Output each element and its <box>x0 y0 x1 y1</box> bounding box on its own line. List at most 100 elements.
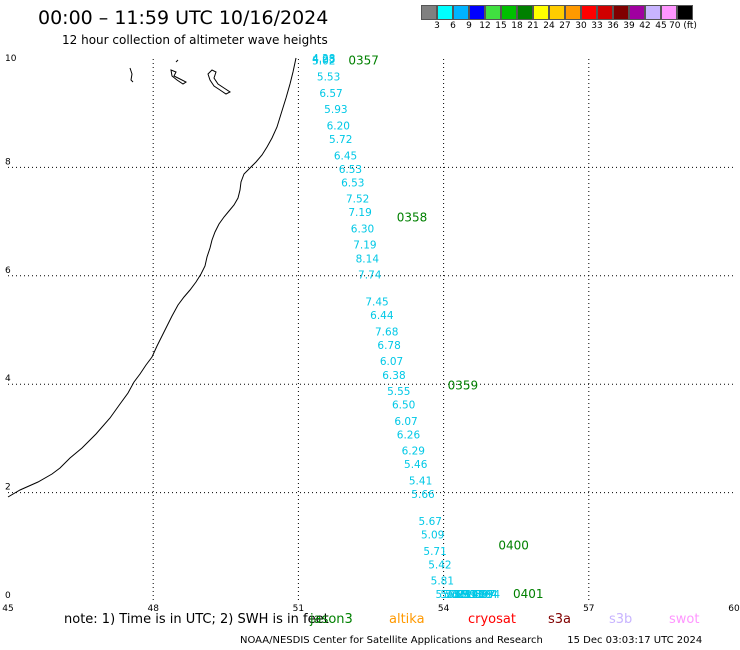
wave-height-value: 5.93 <box>448 589 471 601</box>
mission-name-cryosat: cryosat <box>468 612 516 627</box>
wave-height-value: 5.41 <box>409 475 432 487</box>
pass-time-labels: 0357 0358 0359 0400 0401 <box>348 53 543 601</box>
legend-swatch <box>517 5 533 20</box>
legend-swatch <box>453 5 469 20</box>
footer-note: note: 1) Time is in UTC; 2) SWH is in fe… <box>64 612 329 627</box>
legend-label: 3 <box>434 21 440 31</box>
wave-height-value: 5.30 <box>465 589 488 601</box>
wave-height-value: 6.78 <box>377 340 400 352</box>
legend-label: 33 <box>591 21 603 31</box>
y-tick-label: 6 <box>5 266 11 276</box>
x-tick-label: 45 <box>2 604 13 614</box>
wave-height-value: 5.42 <box>428 559 451 571</box>
legend-swatch <box>597 5 613 20</box>
wave-height-value: 7.74 <box>358 270 382 282</box>
credit-line: NOAA/NESDIS Center for Satellite Applica… <box>240 635 702 646</box>
wave-height-value: 5.66 <box>411 489 435 501</box>
wave-height-value: 7.45 <box>365 297 388 309</box>
wave-height-value: 5.04 <box>474 589 498 601</box>
wave-height-value: 5.46 <box>462 589 486 601</box>
pass-time-label: 0358 <box>397 211 428 225</box>
x-tick-label: 57 <box>583 604 594 614</box>
wave-height-value: 6.11 <box>460 589 483 601</box>
legend-swatch <box>677 5 693 20</box>
pass-time-label: 0401 <box>513 587 544 601</box>
wave-height-value: 6.30 <box>351 223 374 235</box>
wave-height-value: 5.73 <box>469 589 492 601</box>
coastline <box>7 57 297 498</box>
legend-label: 30 <box>575 21 587 31</box>
legend-label: 24 <box>543 21 555 31</box>
island-2 <box>170 59 187 85</box>
map-subtitle: 12 hour collection of altimeter wave hei… <box>62 33 328 47</box>
mission-name-s3b: s3b <box>609 612 633 627</box>
x-tick-label: 60 <box>728 604 740 614</box>
coastline-path <box>7 57 297 498</box>
axis-tick-labels: 45 48 51 54 57 60 0 2 4 6 8 10 <box>2 54 740 614</box>
wave-height-value: 6.50 <box>392 400 415 412</box>
x-tick-label: 48 <box>147 604 159 614</box>
wave-height-value: 6.53 <box>341 177 364 189</box>
wave-height-value: 5.93 <box>324 104 347 116</box>
wave-height-value: 5.17 <box>445 589 468 601</box>
pass-time-label: 0359 <box>448 379 479 393</box>
wave-height-value: 7.19 <box>353 240 376 252</box>
wave-height-value: 5.70 <box>436 589 459 601</box>
y-tick-label: 0 <box>5 591 11 601</box>
mission-name-altika: altika <box>389 612 425 627</box>
legend-color-bar <box>421 5 693 20</box>
map-title: 00:00 – 11:59 UTC 10/16/2024 <box>38 7 329 29</box>
wave-height-value: 6.07 <box>394 416 417 428</box>
wave-height-value: 6.53 <box>339 164 362 176</box>
island-3 <box>207 69 231 95</box>
legend-swatch <box>613 5 629 20</box>
legend-label: 45 <box>655 21 667 31</box>
legend-label: 12 <box>479 21 491 31</box>
y-tick-label: 8 <box>5 157 11 167</box>
wave-height-value: 6.44 <box>370 310 394 322</box>
legend-swatch <box>565 5 581 20</box>
legend-swatch <box>629 5 645 20</box>
legend-swatch <box>421 5 437 20</box>
wave-height-value: 5.31 <box>443 589 466 601</box>
legend-swatch <box>645 5 661 20</box>
wave-height-value: 5.02 <box>312 55 335 67</box>
wave-height-value: 5.55 <box>387 386 410 398</box>
y-tick-label: 10 <box>5 54 17 64</box>
wave-height-value: 5.71 <box>423 546 446 558</box>
wave-height-value: 5.88 <box>465 589 488 601</box>
wave-height-value: 6.20 <box>327 120 350 132</box>
legend-label: 15 <box>495 21 507 31</box>
wave-height-labels: 4.284.935.025.536.575.936.205.726.456.53… <box>312 53 500 601</box>
legend-swatch <box>661 5 677 20</box>
wave-height-value: 5.67 <box>419 516 442 528</box>
legend-label: 39 <box>623 21 635 31</box>
color-legend: 3 6 9 12 15 18 21 24 27 30 33 36 39 42 45 70 (ft) <box>421 5 697 34</box>
generated-timestamp: 15 Dec 03:03:17 UTC 2024 <box>567 635 703 646</box>
legend-label: 21 <box>527 21 539 31</box>
legend-swatch <box>533 5 549 20</box>
legend-label: 36 <box>607 21 619 31</box>
wave-height-value: 5.46 <box>404 459 428 471</box>
pass-time-label: 0357 <box>348 53 379 67</box>
wave-height-value: 5.02 <box>440 589 463 601</box>
wave-height-value: 4.93 <box>312 54 335 66</box>
wave-height-value: 6.38 <box>382 370 405 382</box>
wave-height-value: 6.26 <box>397 429 421 441</box>
legend-label: 27 <box>559 21 571 31</box>
credit-text: NOAA/NESDIS Center for Satellite Applica… <box>240 635 543 646</box>
mission-name-swot: swot <box>669 612 700 627</box>
wave-height-value: 5.99 <box>452 589 475 601</box>
wave-height-value: 4.97 <box>472 589 495 601</box>
wave-height-value: 5.81 <box>431 576 454 588</box>
legend-label: 6 <box>450 21 456 31</box>
wave-height-value: 6.29 <box>402 446 425 458</box>
y-tick-label: 2 <box>5 483 11 493</box>
wave-height-value: 7.52 <box>346 194 369 206</box>
wave-height-value: 6.19 <box>455 589 478 601</box>
legend-swatch <box>469 5 485 20</box>
y-tick-label: 4 <box>5 374 11 384</box>
legend-swatch <box>485 5 501 20</box>
legend-swatch <box>581 5 597 20</box>
